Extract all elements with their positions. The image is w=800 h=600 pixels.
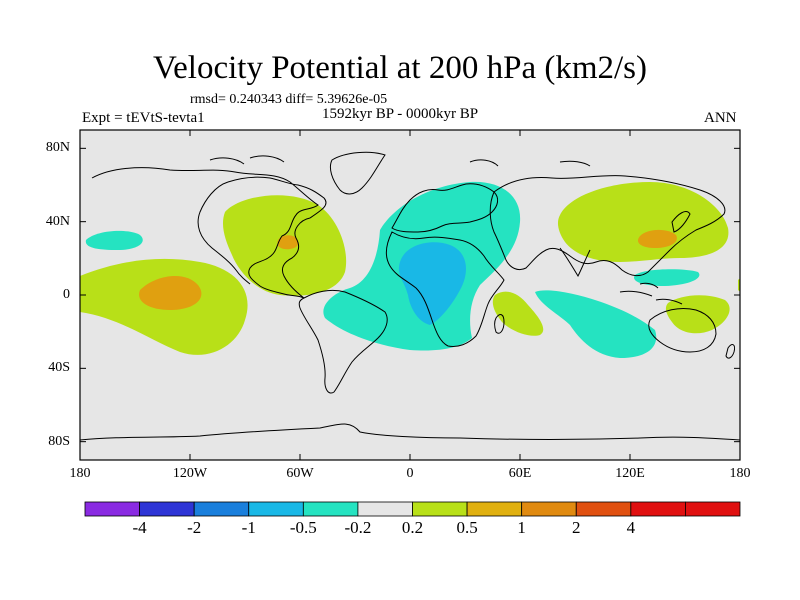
coast-south-america xyxy=(298,289,388,394)
coast-antarctica xyxy=(80,423,740,441)
colorbar-swatch xyxy=(412,501,468,517)
field-tropic-negative xyxy=(634,269,700,286)
plot-title: Velocity Potential at 200 hPa (km2/s) xyxy=(152,50,648,86)
field-east-edge-positive xyxy=(738,278,740,292)
colorbar-label: 1 xyxy=(517,518,526,537)
colorbar-swatch xyxy=(248,501,304,517)
coast-asia xyxy=(489,175,726,277)
lat-tick-label: 40N xyxy=(45,213,70,229)
lon-tick-label: 180 xyxy=(729,466,751,481)
coast-australia xyxy=(648,307,717,353)
field-pacific-core xyxy=(139,275,202,310)
colorbar-label: -0.5 xyxy=(289,518,317,537)
experiment-label: Expt = tEVtS-tevta1 xyxy=(82,110,205,126)
coast-greenland xyxy=(329,151,386,195)
field-indian-positive xyxy=(492,291,544,336)
lat-tick-label: 80S xyxy=(48,433,70,449)
coast-japan xyxy=(671,211,691,233)
lat-tick-label: 80N xyxy=(45,140,70,156)
colorbar-label: -4 xyxy=(132,518,147,537)
field-asia-core xyxy=(637,229,677,248)
coast-india xyxy=(559,247,591,278)
lon-tick-label: 60W xyxy=(286,466,314,481)
colorbar-swatch xyxy=(630,501,686,517)
period-label: 1592kyr BP - 0000kyr BP xyxy=(322,106,479,122)
field-indo-negative xyxy=(535,290,657,358)
axis-ticks xyxy=(79,130,741,460)
lon-tick-label: 120W xyxy=(172,466,208,481)
colorbar-swatch xyxy=(357,501,413,517)
colorbar-swatch xyxy=(84,501,140,517)
lat-tick-label: 0 xyxy=(63,287,70,302)
coast-arctic-islands xyxy=(209,155,591,167)
colorbar-label: 0.2 xyxy=(401,518,424,537)
colorbar-swatch xyxy=(302,501,359,517)
coastlines xyxy=(80,151,740,441)
stats-text: rmsd= 0.240343 diff= 5.39626e-05 xyxy=(190,92,388,107)
colorbar-swatch xyxy=(193,501,250,517)
lat-tick-label: 40S xyxy=(48,360,70,376)
lon-tick-label: 60E xyxy=(508,466,532,481)
colorbar-swatch xyxy=(466,501,523,517)
season-label: ANN xyxy=(704,110,737,126)
lon-tick-label: 180 xyxy=(69,466,91,481)
field-africa-core xyxy=(398,242,466,325)
colorbar-label: -1 xyxy=(241,518,256,537)
colorbar-swatch xyxy=(521,501,577,517)
coast-north-america xyxy=(91,167,327,299)
colorbar xyxy=(84,501,741,517)
colorbar-swatch xyxy=(575,501,632,517)
coast-africa xyxy=(385,231,505,347)
coast-indonesia xyxy=(619,282,683,305)
colorbar-label: 2 xyxy=(572,518,581,537)
field-npac-negative xyxy=(85,230,143,250)
coast-europe xyxy=(391,183,499,233)
colorbar-label: -0.2 xyxy=(344,518,372,537)
coast-madagascar xyxy=(494,314,505,334)
lon-tick-label: 120E xyxy=(615,466,645,481)
lon-tick-label: 0 xyxy=(406,466,414,481)
field-north-atlantic-core xyxy=(277,235,299,250)
colorbar-label: -2 xyxy=(187,518,202,537)
coast-new-zealand xyxy=(725,344,735,359)
colorbar-swatch xyxy=(685,501,741,517)
field-asia-positive xyxy=(557,182,729,262)
colorbar-label: 0.5 xyxy=(456,518,478,537)
colorbar-label: 4 xyxy=(626,518,636,537)
colorbar-swatch xyxy=(139,501,195,517)
